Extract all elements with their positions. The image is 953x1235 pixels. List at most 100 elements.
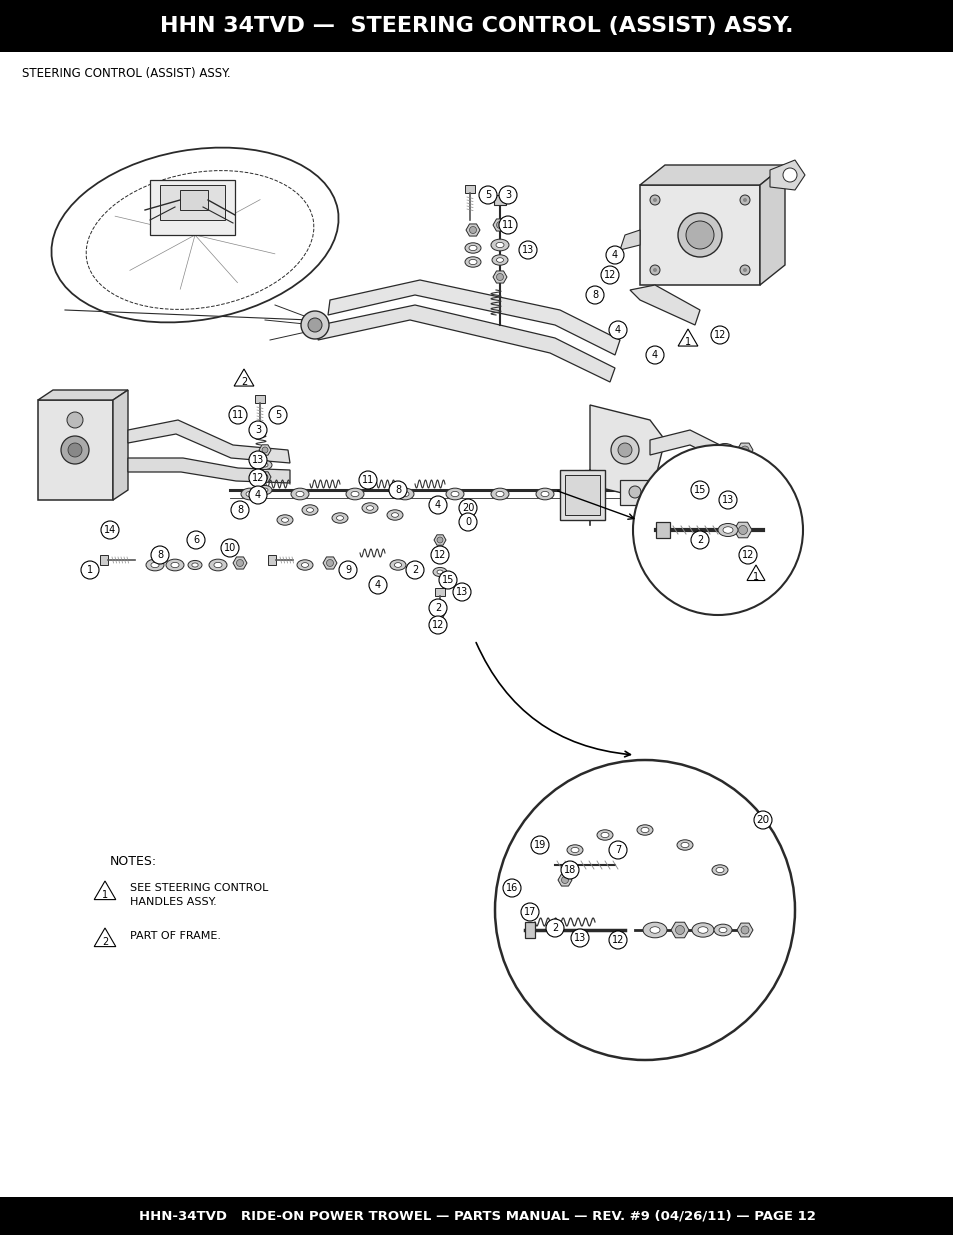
Text: 4: 4 <box>375 580 380 590</box>
Text: 4: 4 <box>651 350 658 359</box>
Circle shape <box>520 903 538 921</box>
Circle shape <box>649 266 659 275</box>
Circle shape <box>431 546 449 564</box>
Circle shape <box>67 412 83 429</box>
Circle shape <box>740 926 748 934</box>
Ellipse shape <box>336 516 343 520</box>
Ellipse shape <box>346 488 364 500</box>
Circle shape <box>469 226 476 233</box>
Circle shape <box>221 538 239 557</box>
Text: 8: 8 <box>395 485 400 495</box>
Circle shape <box>406 561 423 579</box>
Circle shape <box>498 186 517 204</box>
Circle shape <box>608 841 626 860</box>
Ellipse shape <box>246 492 253 496</box>
Ellipse shape <box>433 567 447 577</box>
Text: 15: 15 <box>441 576 454 585</box>
Circle shape <box>742 268 746 272</box>
Text: 1: 1 <box>87 564 93 576</box>
Text: 8: 8 <box>236 505 243 515</box>
Text: 13: 13 <box>252 454 264 466</box>
Text: HHN-34TVD   RIDE-ON POWER TROWEL — PARTS MANUAL — REV. #9 (04/26/11) — PAGE 12: HHN-34TVD RIDE-ON POWER TROWEL — PARTS M… <box>138 1209 815 1223</box>
Circle shape <box>249 421 267 438</box>
Bar <box>268 555 275 564</box>
Text: 8: 8 <box>591 290 598 300</box>
Circle shape <box>436 537 442 543</box>
Polygon shape <box>558 874 572 885</box>
Text: 20: 20 <box>461 503 474 513</box>
Ellipse shape <box>536 488 554 500</box>
Circle shape <box>675 925 684 935</box>
Circle shape <box>571 929 588 947</box>
Ellipse shape <box>571 847 578 852</box>
Ellipse shape <box>492 254 507 266</box>
Circle shape <box>652 268 657 272</box>
Bar <box>656 522 669 538</box>
Text: NOTES:: NOTES: <box>110 855 157 868</box>
Text: 5: 5 <box>274 410 281 420</box>
Text: 2: 2 <box>240 377 247 387</box>
Bar <box>0 1197 953 1235</box>
Ellipse shape <box>464 243 480 253</box>
Ellipse shape <box>241 488 258 500</box>
Circle shape <box>645 346 663 364</box>
Ellipse shape <box>680 842 688 847</box>
Polygon shape <box>619 230 639 249</box>
Bar <box>494 195 505 205</box>
Bar <box>254 395 265 403</box>
Text: STEERING CONTROL (ASSIST) ASSY.: STEERING CONTROL (ASSIST) ASSY. <box>22 67 231 80</box>
Ellipse shape <box>209 559 227 571</box>
Text: 12: 12 <box>611 935 623 945</box>
Ellipse shape <box>151 562 159 568</box>
Ellipse shape <box>566 845 582 855</box>
Circle shape <box>585 287 603 304</box>
Circle shape <box>560 861 578 879</box>
Ellipse shape <box>600 832 608 837</box>
Bar <box>38 400 112 500</box>
Ellipse shape <box>257 461 272 469</box>
Text: 5: 5 <box>484 190 491 200</box>
Polygon shape <box>670 923 688 937</box>
Circle shape <box>308 317 322 332</box>
Circle shape <box>496 273 503 280</box>
Text: 11: 11 <box>361 475 374 485</box>
Bar <box>160 185 225 220</box>
Ellipse shape <box>677 840 692 850</box>
Ellipse shape <box>716 867 723 873</box>
Polygon shape <box>233 557 247 569</box>
Circle shape <box>389 480 407 499</box>
Bar <box>639 185 760 285</box>
Ellipse shape <box>281 517 288 522</box>
Circle shape <box>690 531 708 550</box>
Circle shape <box>81 561 99 579</box>
Text: 6: 6 <box>193 535 199 545</box>
Circle shape <box>262 474 268 480</box>
Polygon shape <box>128 458 290 483</box>
Text: 2: 2 <box>102 937 108 947</box>
Circle shape <box>269 406 287 424</box>
Circle shape <box>610 436 639 464</box>
Ellipse shape <box>491 488 509 500</box>
Text: 20: 20 <box>756 815 769 825</box>
Text: 0: 0 <box>464 517 471 527</box>
Ellipse shape <box>496 492 503 496</box>
Polygon shape <box>233 369 253 387</box>
Circle shape <box>633 445 802 615</box>
Text: 1: 1 <box>102 890 108 900</box>
Ellipse shape <box>711 864 727 876</box>
Text: 4: 4 <box>611 249 618 261</box>
Text: 3: 3 <box>254 425 261 435</box>
Polygon shape <box>94 927 115 946</box>
Circle shape <box>652 198 657 203</box>
Circle shape <box>369 576 387 594</box>
Polygon shape <box>434 606 446 618</box>
Circle shape <box>249 451 267 469</box>
Ellipse shape <box>262 488 268 492</box>
Polygon shape <box>94 881 115 899</box>
Polygon shape <box>38 390 128 400</box>
Circle shape <box>678 212 721 257</box>
Text: 2: 2 <box>696 535 702 545</box>
Circle shape <box>710 326 728 345</box>
Polygon shape <box>323 557 336 569</box>
Polygon shape <box>112 390 128 500</box>
